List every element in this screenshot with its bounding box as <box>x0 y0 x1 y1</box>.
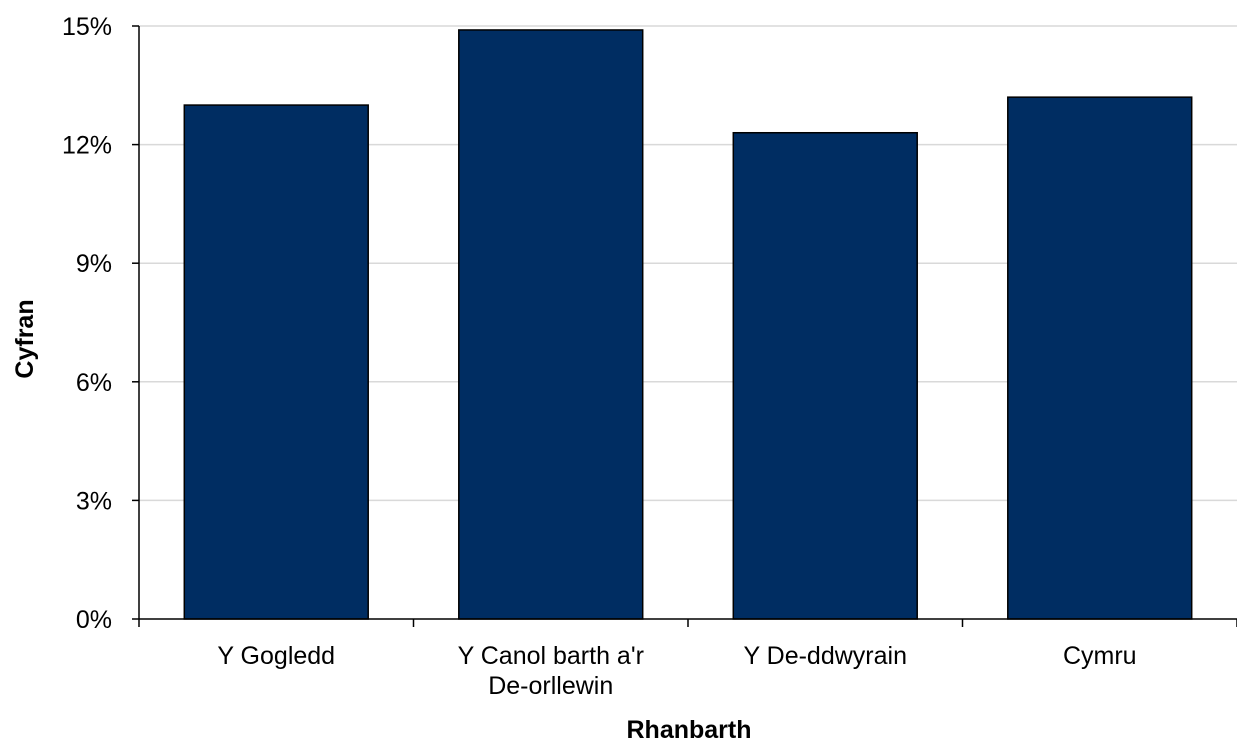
bars <box>183 29 1193 620</box>
axes <box>132 25 1237 627</box>
bar <box>1007 96 1193 620</box>
x-axis-title: Rhanbarth <box>627 716 752 744</box>
x-tick-label: Y De-ddwyrain <box>743 642 907 670</box>
y-tick-labels: 0% 3% 6% 9% 12% 15% <box>62 13 112 634</box>
x-tick-label: Y Canol barth a'r <box>458 642 644 670</box>
bar <box>732 131 918 620</box>
x-tick-label: Cymru <box>1063 642 1137 670</box>
y-tick-label: 0% <box>76 606 112 634</box>
y-tick-label: 12% <box>62 132 112 160</box>
x-tick-label: De-orllewin <box>488 672 613 700</box>
y-tick-label: 15% <box>62 13 112 41</box>
x-tick-labels: Y Gogledd Y Canol barth a'rDe-orllewin Y D… <box>217 642 1136 700</box>
y-tick-label: 9% <box>76 250 112 278</box>
y-axis-title: Cyfran <box>11 299 39 378</box>
bar <box>183 104 369 620</box>
y-tick-label: 3% <box>76 487 112 515</box>
x-tick-label: Y Gogledd <box>217 642 335 670</box>
y-tick-label: 6% <box>76 369 112 397</box>
bar <box>458 29 644 620</box>
